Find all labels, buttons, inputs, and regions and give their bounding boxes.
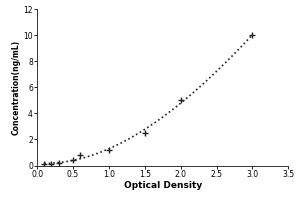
- Y-axis label: Concentration(ng/mL): Concentration(ng/mL): [12, 40, 21, 135]
- X-axis label: Optical Density: Optical Density: [124, 181, 202, 190]
